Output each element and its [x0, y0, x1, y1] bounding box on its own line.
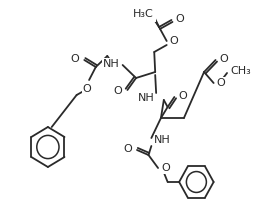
Text: H: H: [142, 10, 150, 20]
Text: NH: NH: [137, 93, 154, 103]
Text: O: O: [71, 54, 80, 64]
Text: O: O: [178, 91, 187, 101]
Text: O: O: [114, 86, 123, 96]
Text: $_3$: $_3$: [150, 12, 155, 21]
Text: C: C: [138, 10, 146, 20]
Text: NH: NH: [154, 135, 171, 145]
Text: H₃C: H₃C: [133, 9, 154, 19]
Text: O: O: [219, 54, 228, 64]
Text: O: O: [170, 36, 178, 46]
Text: CH₃: CH₃: [231, 66, 252, 76]
Text: O: O: [83, 84, 91, 94]
Text: O: O: [216, 78, 225, 88]
Text: NH: NH: [103, 59, 120, 69]
Text: O: O: [123, 144, 132, 154]
Text: O: O: [161, 163, 170, 173]
Text: O: O: [175, 14, 184, 24]
